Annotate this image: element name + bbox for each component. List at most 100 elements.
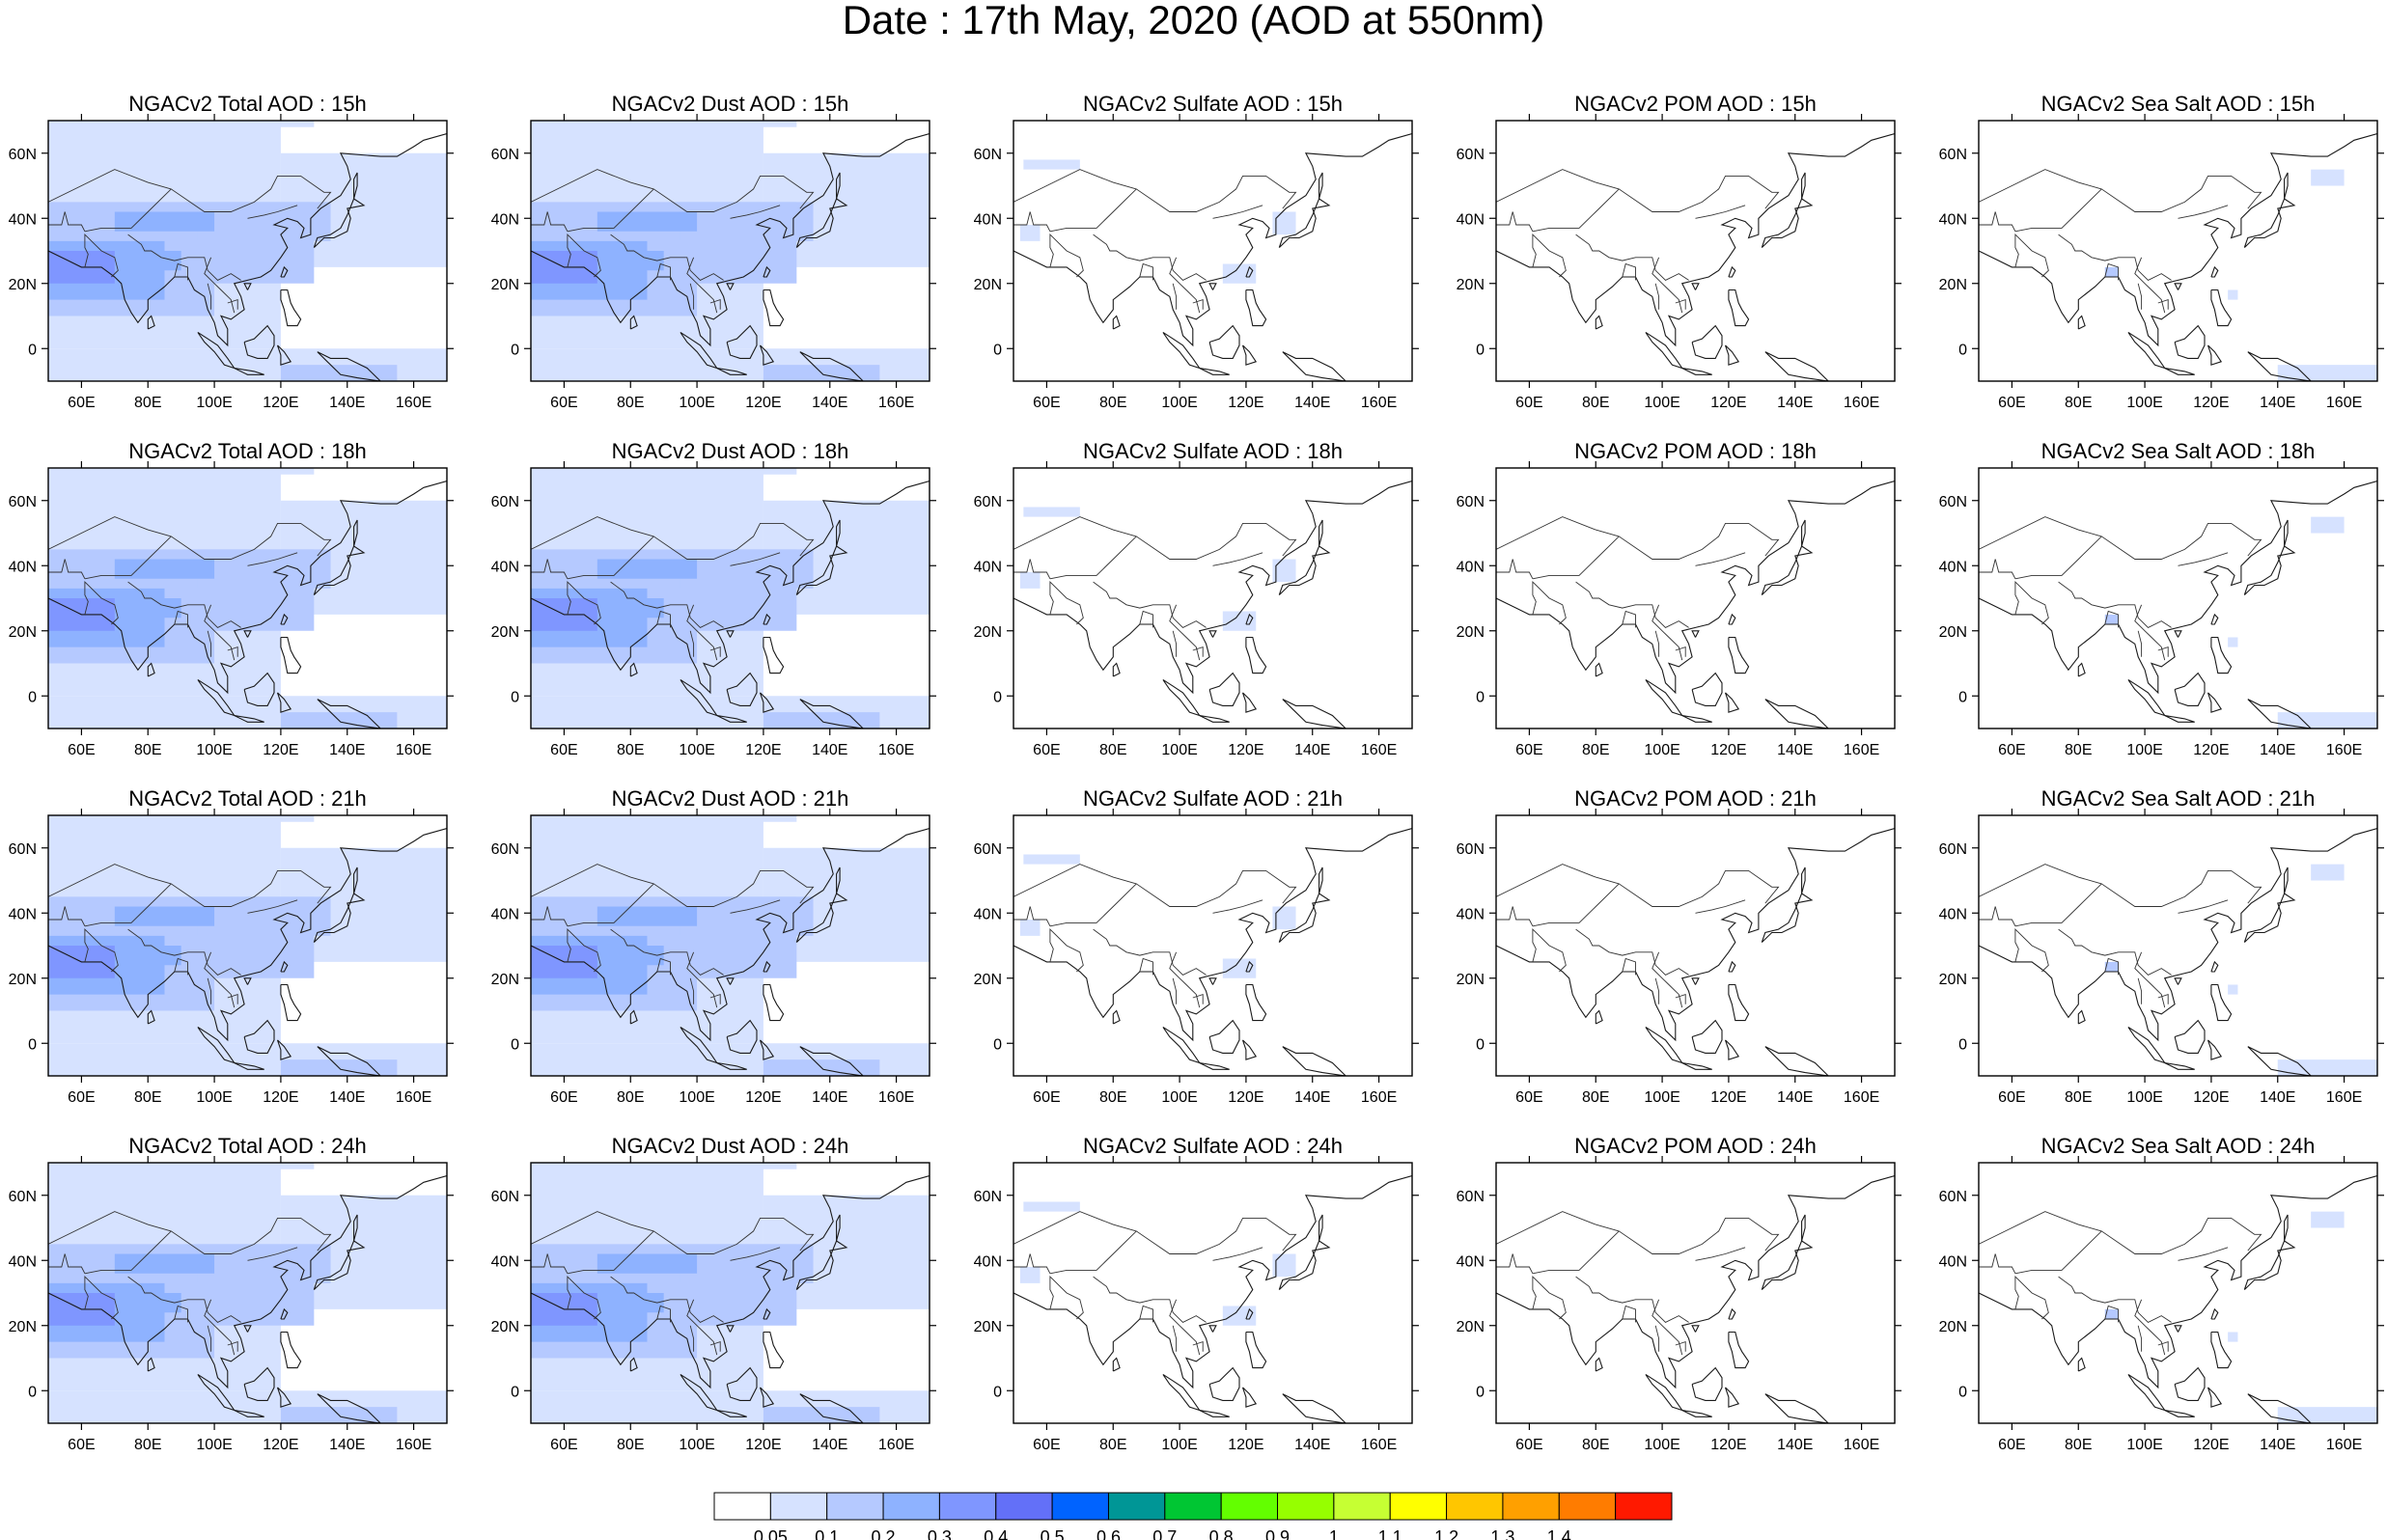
coastline	[531, 827, 930, 1042]
coastline	[317, 1393, 381, 1423]
country-border	[656, 1305, 671, 1323]
coastline	[799, 699, 864, 729]
y-tick-label: 0	[1958, 689, 1967, 705]
country-border	[610, 581, 724, 628]
country-border	[2157, 1340, 2169, 1352]
coastline	[1199, 714, 1230, 723]
country-border	[174, 610, 188, 628]
country-border	[2137, 283, 2143, 310]
panel-title: NGACv2 Dust AOD : 24h	[612, 1134, 849, 1158]
country-border	[1049, 581, 1084, 625]
aod-cell	[114, 906, 215, 926]
x-tick-label: 140E	[1777, 1437, 1813, 1453]
coastline	[1278, 545, 1331, 595]
coastline	[276, 344, 292, 366]
coastline	[2284, 519, 2289, 547]
y-tick-label: 60N	[491, 841, 519, 858]
x-tick-label: 100E	[196, 395, 232, 411]
country-border	[207, 1325, 212, 1352]
map-frame	[1978, 1162, 2378, 1424]
coastline	[1801, 1214, 1806, 1242]
map-frame	[530, 1162, 930, 1424]
country-border	[1049, 234, 1084, 278]
aod-cell	[2104, 266, 2119, 277]
x-tick-label: 80E	[617, 395, 644, 411]
aod-cell	[597, 211, 698, 232]
y-tick-label: 0	[1476, 342, 1485, 358]
coastline	[2164, 1409, 2195, 1417]
colorbar-box	[769, 1492, 828, 1521]
map-frame	[530, 814, 930, 1077]
x-tick-label: 140E	[812, 1089, 847, 1106]
coastline	[2174, 1019, 2206, 1054]
aod-cell	[614, 946, 664, 966]
country-border	[2178, 552, 2229, 566]
coastline	[313, 198, 366, 248]
coastline	[531, 132, 930, 347]
aod-cell	[597, 1253, 698, 1274]
y-tick-label: 0	[511, 342, 519, 358]
y-tick-label: 20N	[491, 1319, 519, 1335]
panel-title: NGACv2 Sulfate AOD : 21h	[1083, 786, 1343, 811]
y-tick-label: 20N	[1939, 1319, 1967, 1335]
coastline	[716, 1061, 747, 1070]
country-border	[567, 175, 815, 233]
country-border	[1013, 211, 1031, 226]
coastline	[1681, 367, 1712, 375]
country-border	[1496, 864, 1620, 897]
coastline	[836, 1214, 841, 1242]
aod-cell	[1272, 559, 1296, 583]
coastline	[243, 324, 275, 359]
country-border	[610, 1276, 724, 1323]
coastline	[147, 1357, 155, 1372]
coastline	[1245, 613, 1254, 625]
panel-title: NGACv2 Sulfate AOD : 15h	[1083, 92, 1343, 116]
country-border	[1512, 906, 1534, 927]
country-border	[1675, 298, 1686, 310]
coastline	[280, 1331, 302, 1369]
country-border	[1994, 211, 2016, 233]
country-border	[84, 1217, 332, 1275]
country-border	[207, 283, 212, 310]
coastline	[1208, 283, 1217, 290]
country-border	[531, 559, 548, 573]
coastline	[353, 1214, 358, 1242]
x-tick-label: 100E	[1644, 395, 1679, 411]
aod-cell	[197, 1244, 331, 1283]
country-border	[84, 522, 332, 580]
coastline	[234, 1061, 264, 1070]
x-tick-label: 100E	[1644, 742, 1679, 758]
coastline	[2077, 662, 2086, 677]
panel-title: NGACv2 Total AOD : 18h	[128, 439, 367, 463]
x-tick-label: 80E	[134, 742, 161, 758]
x-tick-label: 160E	[396, 1089, 431, 1106]
coastline	[795, 198, 848, 248]
country-border	[1029, 1253, 1051, 1275]
country-border	[2137, 977, 2143, 1004]
coastline	[836, 172, 841, 200]
colorbar-box	[1333, 1492, 1391, 1521]
aod-cell	[131, 251, 181, 271]
map-background	[1496, 1163, 1895, 1423]
map-frame	[47, 120, 448, 382]
x-tick-label: 160E	[396, 1437, 431, 1453]
x-tick-label: 120E	[1228, 1089, 1263, 1106]
aod-cell	[81, 1163, 315, 1169]
y-tick-label: 0	[28, 689, 37, 705]
x-tick-label: 140E	[329, 395, 365, 411]
y-tick-label: 60N	[1939, 841, 1967, 858]
colorbar-box	[1164, 1492, 1222, 1521]
coastline	[1013, 1174, 1412, 1389]
country-border	[531, 1211, 654, 1245]
aod-field	[1979, 1174, 2377, 1423]
coastline	[1691, 630, 1700, 638]
map-panel-sulfate-18h: NGACv2 Sulfate AOD : 18h 60E 80E 100E 120E 14…	[974, 439, 1419, 758]
colorbar-box	[1615, 1492, 1673, 1521]
y-tick-label: 20N	[9, 624, 37, 641]
country-border	[1049, 1276, 1084, 1320]
country-border	[1013, 559, 1031, 573]
x-tick-label: 80E	[1099, 1089, 1126, 1106]
coastline	[313, 545, 366, 595]
coastline	[234, 1409, 264, 1417]
